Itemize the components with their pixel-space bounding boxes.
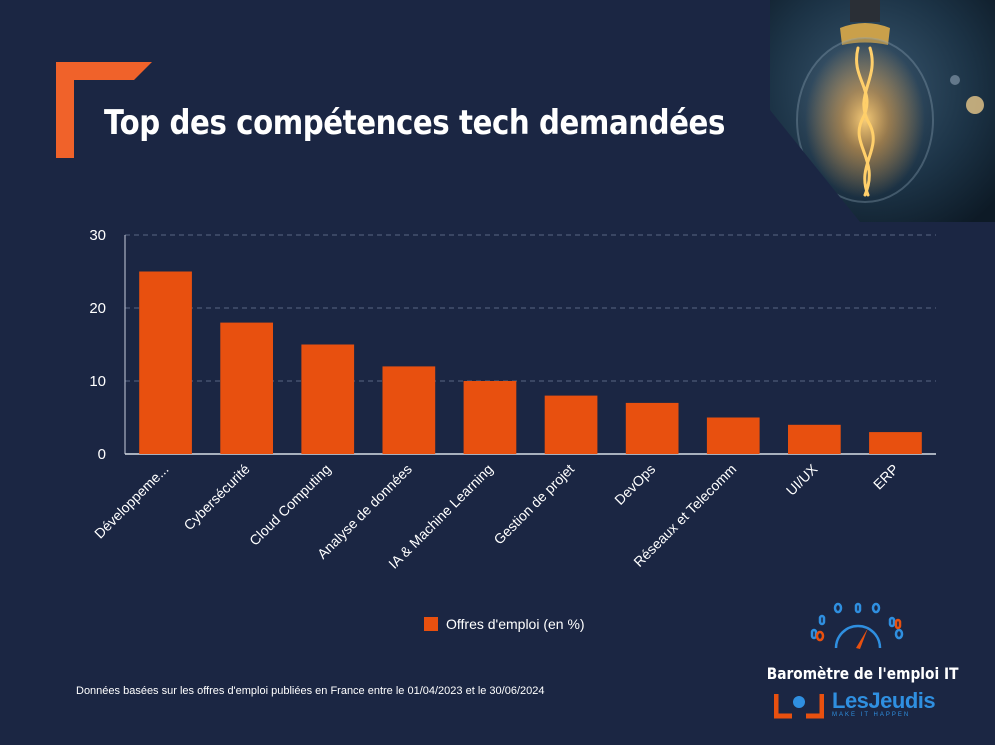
page-title: Top des compétences tech demandées [104,103,725,143]
bar [463,381,517,454]
bar [869,432,922,454]
lesjeudis-logo-icon [774,694,824,719]
y-tick-label: 20 [89,300,106,317]
bar [220,322,274,454]
brand-title: Baromètre de l'emploi IT [766,664,959,683]
x-tick-label: ERP [870,461,902,493]
legend-swatch [424,617,438,631]
bar [382,366,436,454]
brand-logo-text: LesJeudis [832,688,936,713]
brand-tagline: MAKE IT HAPPEN [832,712,911,718]
bar [787,424,841,454]
corner-bracket-decoration [56,62,152,158]
light-bulb-photo [770,0,995,222]
x-tick-label: Développeme... [91,461,172,542]
x-tick-label: UI/UX [783,460,821,498]
bar [625,402,679,454]
y-tick-label: 10 [89,373,106,390]
bar [301,344,355,454]
x-tick-label: Cloud Computing [246,461,334,549]
y-tick-label: 0 [98,446,106,463]
source-note: Données basées sur les offres d'emploi p… [76,685,545,697]
chart-legend: Offres d'emploi (en %) [424,616,585,632]
bar [139,271,192,454]
barometer-icon [810,602,904,649]
brand-block: Baromètre de l'emploi IT LesJeudis MAKE … [752,600,962,730]
x-tick-label: Gestion de projet [490,461,577,548]
x-tick-label: DevOps [611,461,658,508]
x-tick-label: Cybersécurité [180,461,253,534]
y-tick-label: 30 [89,227,106,244]
bar [544,395,598,454]
bar [706,417,760,454]
legend-label: Offres d'emploi (en %) [446,616,585,632]
